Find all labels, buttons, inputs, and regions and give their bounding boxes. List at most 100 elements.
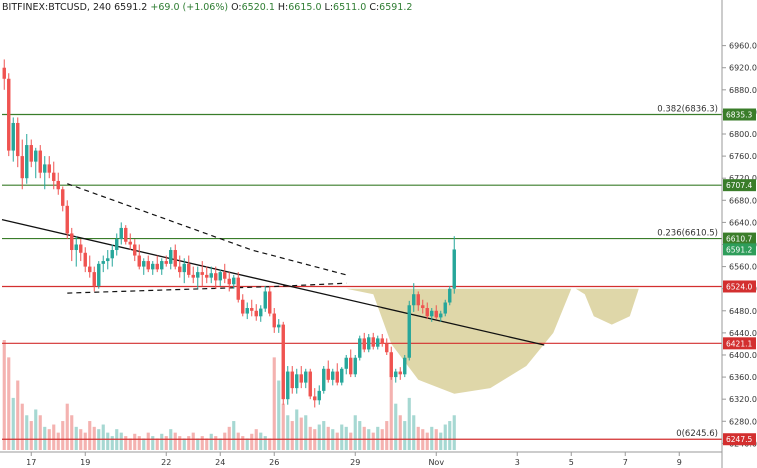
volume-bar [299, 417, 303, 450]
volume-bar [70, 415, 74, 450]
volume-bar [286, 415, 290, 450]
time-tick-label: 17 [26, 458, 36, 467]
candle-body [353, 357, 357, 375]
candle-body [29, 145, 33, 162]
candle-body [146, 261, 150, 270]
candle-body [295, 374, 299, 389]
price-tick-label: 6720.0 [729, 174, 757, 183]
last-price: 6591.2 [114, 2, 148, 13]
candle-body [380, 338, 384, 344]
time-tick-label: 24 [215, 458, 225, 467]
candle-body [137, 255, 141, 267]
volume-bar [164, 436, 168, 450]
candle-body [97, 263, 101, 286]
candle-body [344, 357, 348, 369]
candle-body [169, 250, 173, 264]
time-tick-label: 9 [677, 458, 682, 467]
volume-bar [425, 432, 429, 450]
candle-body [218, 272, 222, 281]
candle-body [254, 310, 258, 317]
volume-bar [362, 426, 366, 450]
volume-bar [43, 426, 47, 450]
candle-body [151, 263, 155, 270]
time-tick-label: 5 [569, 458, 574, 467]
price-tick-label: 6920.0 [729, 64, 757, 73]
volume-bar [250, 433, 254, 450]
candle-body [412, 294, 416, 306]
candle-body [236, 277, 240, 300]
volume-bar [407, 397, 411, 450]
volume-bar [281, 403, 285, 450]
candle-body [430, 310, 434, 317]
time-tick-label: Nov [428, 458, 444, 467]
volume-bar [20, 403, 24, 450]
candle-body [331, 371, 335, 380]
candle-body [398, 371, 402, 375]
volume-bar [178, 436, 182, 450]
volume-bar [322, 421, 326, 450]
candle-body [155, 263, 159, 270]
candle-body [277, 324, 281, 328]
candle-body [223, 272, 227, 279]
volume-bar [295, 409, 299, 450]
candle-body [115, 238, 119, 251]
volume-bar [38, 415, 42, 450]
candle-body [38, 150, 42, 173]
volume-bar [196, 438, 200, 450]
volume-bar [187, 436, 191, 450]
volume-bar [245, 438, 249, 450]
price-tick-label: 6440.0 [729, 329, 757, 338]
volume-bar [151, 436, 155, 450]
volume-bar [344, 426, 348, 450]
volume-bar [232, 421, 236, 450]
volume-bar [160, 433, 164, 450]
volume-bar [106, 432, 110, 450]
volume-bar [133, 433, 137, 450]
volume-bar [241, 436, 245, 450]
price-tick-label: 6280.0 [729, 417, 757, 426]
candle-body [200, 272, 204, 275]
time-tick-label: 7 [623, 458, 628, 467]
volume-bar [416, 426, 420, 450]
volume-bar [200, 436, 204, 450]
volume-bar [2, 340, 6, 450]
price-tick-label: 6960.0 [729, 42, 757, 51]
high-label: H: [277, 2, 289, 13]
time-tick-label: 19 [80, 458, 90, 467]
level-price-tag-bg [723, 108, 756, 121]
candle-body [142, 261, 146, 267]
high-value: 6615.0 [288, 2, 322, 13]
time-tick-label: 3 [515, 458, 520, 467]
price-tick-label: 6800.0 [729, 130, 757, 139]
price-tick-label: 6640.0 [729, 218, 757, 227]
volume-bar [7, 357, 11, 450]
volume-bar [218, 438, 222, 450]
volume-bar [128, 438, 132, 450]
level-price-tag-bg [723, 232, 756, 245]
candle-body [389, 352, 393, 378]
candle-body [407, 305, 411, 358]
volume-bar [61, 421, 65, 450]
candle-body [259, 308, 263, 317]
level-label: 0(6245.6) [676, 429, 718, 439]
volume-bar [25, 415, 29, 450]
candle-body [241, 299, 245, 314]
volume-bar [389, 368, 393, 450]
candle-body [394, 371, 398, 378]
candle-body [376, 338, 380, 347]
volume-bar [335, 432, 339, 450]
volume-bar [371, 432, 375, 450]
candle-body [52, 172, 56, 181]
candles-layer [2, 59, 456, 408]
candle-body [205, 274, 209, 278]
volume-bar [29, 421, 33, 450]
candle-body [439, 313, 443, 318]
volume-bar [56, 432, 60, 450]
candle-body [227, 278, 231, 285]
volume-bar [142, 438, 146, 450]
time-tick-label: 29 [350, 458, 360, 467]
candle-body [7, 78, 11, 151]
candle-body [371, 337, 375, 347]
